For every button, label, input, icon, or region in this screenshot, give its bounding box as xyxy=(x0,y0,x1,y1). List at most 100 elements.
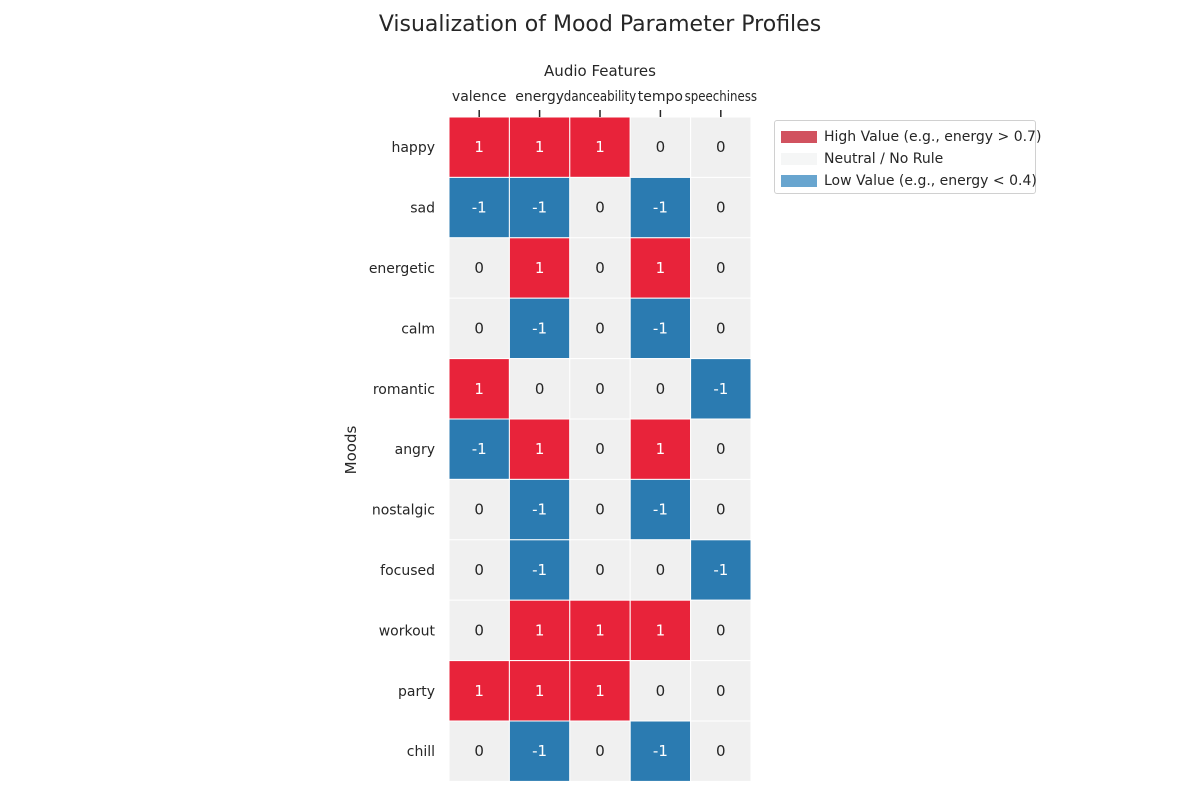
cell-value-angry-valence: -1 xyxy=(472,440,487,458)
heatmap-cells: 1 1 1 0 0 -1 -1 0 -1 0 0 1 0 1 0 0 -1 0 -1 0 1 0 0 0 -1 -1 1 0 1 0 0 -1… xyxy=(448,116,752,782)
heatmap-cell-focused-speechiness xyxy=(690,539,752,601)
cell-value-chill-tempo: -1 xyxy=(653,742,668,760)
cell-value-romantic-tempo: 0 xyxy=(656,380,666,398)
cell-value-calm-tempo: -1 xyxy=(653,319,668,337)
y-tick-label-angry: angry xyxy=(395,442,435,458)
y-tick-label-party: party xyxy=(398,684,435,700)
cell-value-romantic-energy: 0 xyxy=(535,380,545,398)
cell-value-party-tempo: 0 xyxy=(656,682,666,700)
y-tick-label-chill: chill xyxy=(407,744,435,760)
cell-value-nostalgic-danceability: 0 xyxy=(595,501,605,519)
y-tick-label-happy: happy xyxy=(391,140,435,156)
y-tick-group: happy sad energetic calm romantic angry nostal… xyxy=(369,140,436,760)
cell-value-energetic-valence: 0 xyxy=(474,259,484,277)
cell-value-nostalgic-energy: -1 xyxy=(532,501,547,519)
cell-value-focused-energy: -1 xyxy=(532,561,547,579)
cell-value-chill-energy: -1 xyxy=(532,742,547,760)
cell-value-workout-danceability: 1 xyxy=(595,621,605,639)
cell-value-calm-speechiness: 0 xyxy=(716,319,726,337)
heatmap-cell-chill-valence xyxy=(448,720,510,782)
cell-value-happy-valence: 1 xyxy=(474,138,484,156)
heatmap-cell-energetic-speechiness xyxy=(690,237,752,299)
cell-value-sad-tempo: -1 xyxy=(653,199,668,217)
y-tick-label-calm: calm xyxy=(401,321,435,337)
cell-value-workout-energy: 1 xyxy=(535,621,545,639)
heatmap-cell-calm-energy xyxy=(508,297,571,360)
heatmap-cell-chill-speechiness xyxy=(690,720,752,782)
y-tick-label-romantic: romantic xyxy=(373,382,435,398)
heatmap-cell-sad-valence xyxy=(448,176,510,239)
legend-label-high: High Value (e.g., energy > 0.7) xyxy=(824,129,1042,145)
legend-label-low: Low Value (e.g., energy < 0.4) xyxy=(824,173,1037,189)
heatmap-cell-party-tempo xyxy=(629,660,692,722)
heatmap-cell-workout-valence xyxy=(448,599,510,662)
heatmap-cell-chill-energy xyxy=(508,720,571,782)
cell-value-workout-speechiness: 0 xyxy=(716,621,726,639)
cell-value-romantic-valence: 1 xyxy=(474,380,484,398)
heatmap-cell-focused-tempo xyxy=(629,539,692,601)
legend-swatch-neutral xyxy=(781,153,817,165)
x-tick-label-danceability: danceability xyxy=(564,89,636,105)
cell-value-happy-energy: 1 xyxy=(535,138,545,156)
cell-value-angry-energy: 1 xyxy=(535,440,545,458)
cell-value-angry-tempo: 1 xyxy=(656,440,666,458)
cell-value-energetic-danceability: 0 xyxy=(595,259,605,277)
cell-value-sad-speechiness: 0 xyxy=(716,199,726,217)
heatmap-cell-party-valence xyxy=(448,660,510,722)
cell-value-nostalgic-valence: 0 xyxy=(474,501,484,519)
cell-value-happy-speechiness: 0 xyxy=(716,138,726,156)
heatmap-cell-happy-energy xyxy=(508,116,571,178)
legend-label-neutral: Neutral / No Rule xyxy=(824,151,944,167)
cell-value-chill-valence: 0 xyxy=(474,742,484,760)
cell-value-romantic-danceability: 0 xyxy=(595,380,605,398)
heatmap-cell-angry-speechiness xyxy=(690,418,752,480)
cell-value-calm-valence: 0 xyxy=(474,319,484,337)
heatmap-cell-party-energy xyxy=(508,660,571,722)
cell-value-energetic-energy: 1 xyxy=(535,259,545,277)
y-tick-label-focused: focused xyxy=(380,563,435,579)
cell-value-focused-danceability: 0 xyxy=(595,561,605,579)
cell-value-focused-speechiness: -1 xyxy=(713,561,728,579)
cell-value-party-danceability: 1 xyxy=(595,682,605,700)
x-tick-label-tempo: tempo xyxy=(638,89,683,105)
cell-value-workout-tempo: 1 xyxy=(656,621,666,639)
heatmap-cell-energetic-valence xyxy=(448,237,510,299)
legend-item-high: High Value (e.g., energy > 0.7) xyxy=(781,126,1041,148)
heatmap-cell-workout-speechiness xyxy=(690,599,752,662)
x-tick-label-valence: valence xyxy=(452,89,507,105)
cell-value-workout-valence: 0 xyxy=(474,621,484,639)
heatmap-cell-energetic-danceability xyxy=(569,237,631,299)
legend: High Value (e.g., energy > 0.7) Neutral … xyxy=(774,120,1041,194)
heatmap-cell-energetic-energy xyxy=(508,237,571,299)
cell-value-energetic-tempo: 1 xyxy=(656,259,666,277)
heatmap-cell-sad-speechiness xyxy=(690,176,752,239)
cell-value-happy-tempo: 0 xyxy=(656,138,666,156)
cell-value-angry-danceability: 0 xyxy=(595,440,605,458)
cell-value-focused-valence: 0 xyxy=(474,561,484,579)
heatmap-cell-happy-danceability xyxy=(569,116,631,178)
x-tick-label-speechiness: speechiness xyxy=(685,89,757,105)
y-axis-label: Moods xyxy=(342,426,360,475)
heatmap-cell-angry-tempo xyxy=(629,418,692,480)
heatmap-cell-party-danceability xyxy=(569,660,631,722)
cell-value-nostalgic-tempo: -1 xyxy=(653,501,668,519)
y-tick-label-energetic: energetic xyxy=(369,261,435,277)
cell-value-angry-speechiness: 0 xyxy=(716,440,726,458)
cell-value-sad-valence: -1 xyxy=(472,199,487,217)
cell-value-happy-danceability: 1 xyxy=(595,138,605,156)
x-tick-group: valence energy danceability tempo speechines… xyxy=(452,89,757,117)
heatmap-cell-chill-tempo xyxy=(629,720,692,782)
legend-swatch-high xyxy=(781,131,817,143)
heatmap-cell-romantic-valence xyxy=(448,358,510,420)
heatmap-cell-nostalgic-tempo xyxy=(629,478,692,541)
legend-item-low: Low Value (e.g., energy < 0.4) xyxy=(781,170,1037,192)
cell-value-nostalgic-speechiness: 0 xyxy=(716,501,726,519)
cell-value-calm-energy: -1 xyxy=(532,319,547,337)
heatmap-cell-nostalgic-speechiness xyxy=(690,478,752,541)
cell-value-chill-speechiness: 0 xyxy=(716,742,726,760)
heatmap-cell-angry-valence xyxy=(448,418,510,480)
y-tick-label-nostalgic: nostalgic xyxy=(372,503,435,519)
cell-value-calm-danceability: 0 xyxy=(595,319,605,337)
cell-value-romantic-speechiness: -1 xyxy=(713,380,728,398)
